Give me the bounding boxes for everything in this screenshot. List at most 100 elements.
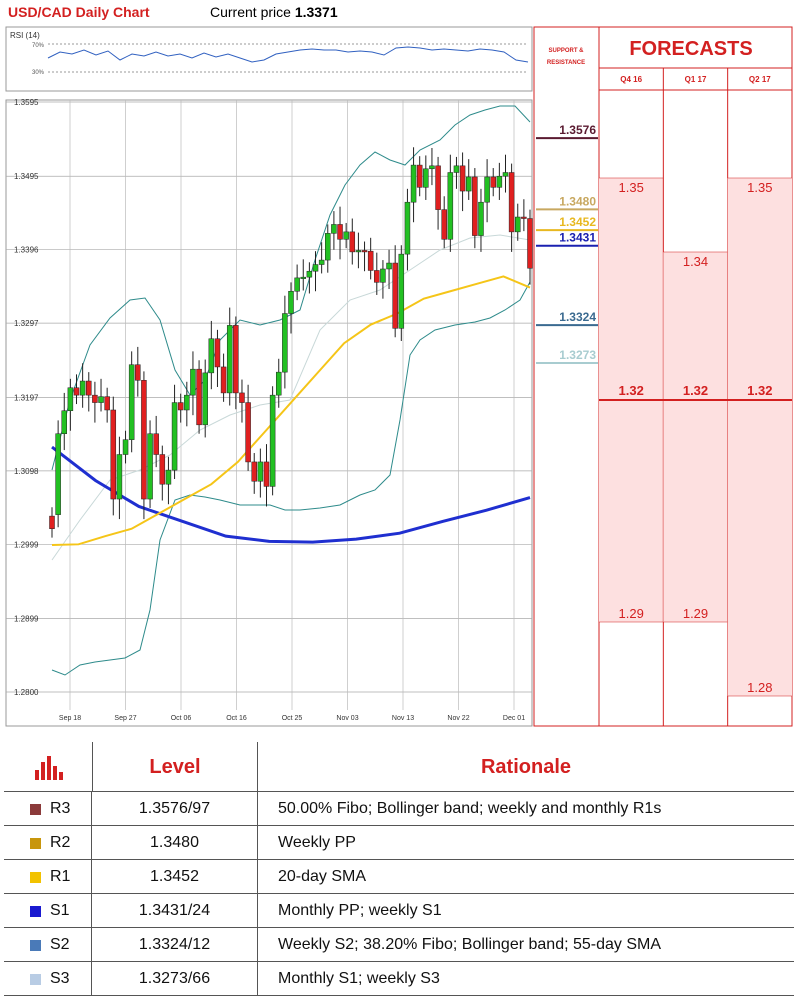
candle-body xyxy=(184,394,190,411)
candle-body xyxy=(275,371,282,396)
candle-body xyxy=(380,268,386,283)
rsi-panel xyxy=(5,26,533,92)
level-name-cell: S1 xyxy=(4,894,92,928)
candle-body xyxy=(318,259,325,265)
candle-body xyxy=(190,368,196,396)
rsi-line xyxy=(47,46,529,63)
level-name-cell: R2 xyxy=(4,826,92,860)
candle-body xyxy=(288,290,294,314)
bollinger-upper xyxy=(51,105,531,471)
candle-body xyxy=(98,396,104,403)
bollinger-lower xyxy=(51,281,531,676)
y-tick-label: 1.3297 xyxy=(14,319,39,328)
sr-level-value: 1.3452 xyxy=(559,215,596,229)
candle-body xyxy=(502,172,509,177)
candle-body xyxy=(490,176,496,188)
candle-body xyxy=(153,433,159,455)
level-color-swatch xyxy=(30,940,41,951)
sma-55-line xyxy=(51,445,531,544)
candle-body xyxy=(410,164,417,203)
candle-body xyxy=(374,270,380,283)
candle-body xyxy=(465,176,472,192)
table-row: S1 1.3431/24 Monthly PP; weekly S1 xyxy=(4,894,794,928)
forecast-col-header: Q1 17 xyxy=(685,75,707,84)
forecast-columns: Q4 16 1.35 1.32 1.29 Q1 17 1.34 1.32 1.29 Q2 17 1… xyxy=(599,68,792,726)
level-value: 1.3576/97 xyxy=(92,792,258,826)
sr-level-value: 1.3431 xyxy=(559,231,596,245)
candle-body xyxy=(165,469,172,485)
sr-column xyxy=(533,26,600,727)
y-tick-label: 1.3495 xyxy=(14,172,39,181)
level-name: R2 xyxy=(50,834,71,851)
level-name: R1 xyxy=(50,868,71,885)
forecast-low: 1.29 xyxy=(683,606,708,621)
candle-body xyxy=(404,201,411,255)
level-value: 1.3431/24 xyxy=(92,894,258,928)
candle-body xyxy=(392,262,398,329)
y-tick-label: 1.3197 xyxy=(14,393,39,402)
forecast-mid: 1.32 xyxy=(683,383,708,398)
candle-body xyxy=(429,165,435,170)
candle-body xyxy=(147,433,153,500)
candle-body xyxy=(226,325,233,394)
candle-body xyxy=(337,224,343,240)
y-tick-label: 1.3396 xyxy=(14,246,39,255)
candle-body xyxy=(79,380,86,396)
level-value: 1.3273/66 xyxy=(92,962,258,996)
level-color-swatch xyxy=(30,872,41,883)
rsi-upper-label: 70% xyxy=(32,43,45,49)
candle-body xyxy=(282,313,288,373)
candle-body xyxy=(49,515,55,529)
sr-title-2: RESISTANCE xyxy=(547,60,585,66)
candle-body xyxy=(177,402,184,411)
candle-body xyxy=(478,201,484,236)
candle-body xyxy=(116,454,123,500)
x-tick-label: Nov 03 xyxy=(336,715,358,722)
forecast-title: FORECASTS xyxy=(629,38,752,60)
candle-body xyxy=(141,380,147,500)
level-name: R3 xyxy=(50,800,71,817)
rsi-label: RSI (14) xyxy=(10,31,40,40)
candle-body xyxy=(104,396,110,411)
level-rationale: 20-day SMA xyxy=(278,868,367,885)
current-price: Current price 1.3371 xyxy=(210,4,338,20)
rationale-header: Level Rationale xyxy=(4,742,794,792)
candle-body xyxy=(214,338,221,368)
candle-body xyxy=(245,402,251,463)
sr-title-1: SUPPORT & xyxy=(548,48,584,54)
table-row: R3 1.3576/97 50.00% Fibo; Bollinger band; … xyxy=(4,792,794,826)
y-tick-label: 1.2800 xyxy=(14,688,39,697)
sr-level-value: 1.3324 xyxy=(559,310,596,324)
x-tick-label: Sep 27 xyxy=(114,715,136,722)
candle-body xyxy=(508,172,515,233)
level-value: 1.3480 xyxy=(92,826,258,860)
rsi-lower-label: 30% xyxy=(32,70,45,76)
level-color-swatch xyxy=(30,804,41,815)
level-name: S2 xyxy=(50,936,70,953)
candle-body xyxy=(343,231,349,240)
candle-body xyxy=(349,231,356,253)
x-tick-label: Sep 18 xyxy=(59,715,81,722)
candle-body xyxy=(325,233,331,261)
candle-body xyxy=(263,461,270,487)
level-color-swatch xyxy=(30,974,41,985)
x-tick-label: Dec 01 xyxy=(503,715,525,722)
candlesticks xyxy=(49,147,533,538)
x-tick-label: Nov 13 xyxy=(392,715,414,722)
level-name-cell: S2 xyxy=(4,928,92,962)
x-tick-label: Oct 16 xyxy=(226,715,247,722)
candle-body xyxy=(355,250,362,253)
candle-body xyxy=(416,164,423,188)
candle-body xyxy=(73,387,80,396)
header-rationale: Rationale xyxy=(480,756,572,778)
candle-body xyxy=(459,165,466,192)
candle-body xyxy=(435,165,441,210)
candle-body xyxy=(521,216,527,219)
candle-body xyxy=(251,461,257,482)
level-rationale: 50.00% Fibo; Bollinger band; weekly and … xyxy=(278,800,662,817)
header-level: Level xyxy=(92,742,258,792)
candle-body xyxy=(55,433,61,515)
candle-body xyxy=(441,209,447,240)
forecast-mid: 1.32 xyxy=(747,383,772,398)
forecast-mid: 1.32 xyxy=(619,383,644,398)
